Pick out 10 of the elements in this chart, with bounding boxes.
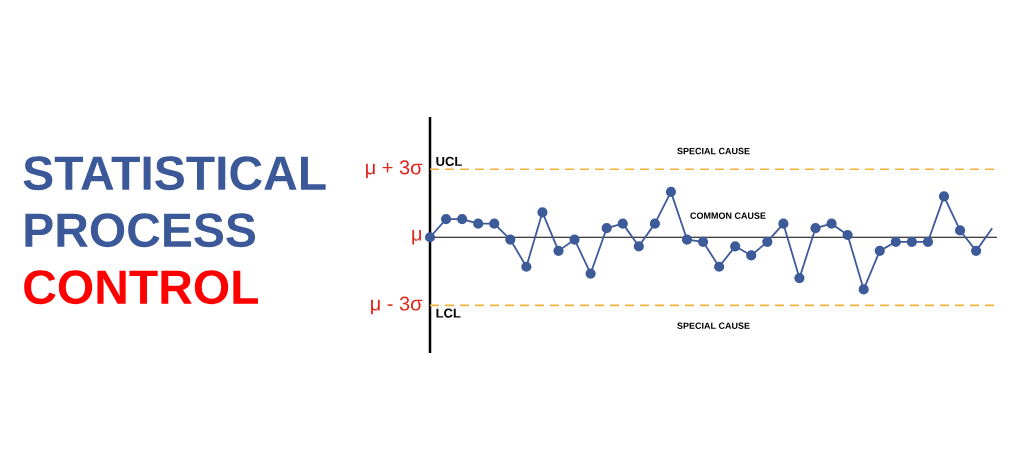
annotation: SPECIAL CAUSE	[677, 147, 750, 155]
annotation: COMMON CAUSE	[690, 212, 766, 219]
y-tick-label: μ - 3σ	[371, 296, 423, 315]
y-tick-label: μ + 3σ	[366, 160, 423, 179]
text: CONTROL	[24, 270, 259, 305]
y-tick-label: μ	[412, 230, 422, 245]
annotation: SPECIAL CAUSE	[677, 322, 750, 329]
ref-line-label: UCL	[436, 156, 462, 166]
text: STATISTICAL PROCESS	[23, 156, 326, 248]
ref-line-label: LCL	[436, 308, 461, 318]
